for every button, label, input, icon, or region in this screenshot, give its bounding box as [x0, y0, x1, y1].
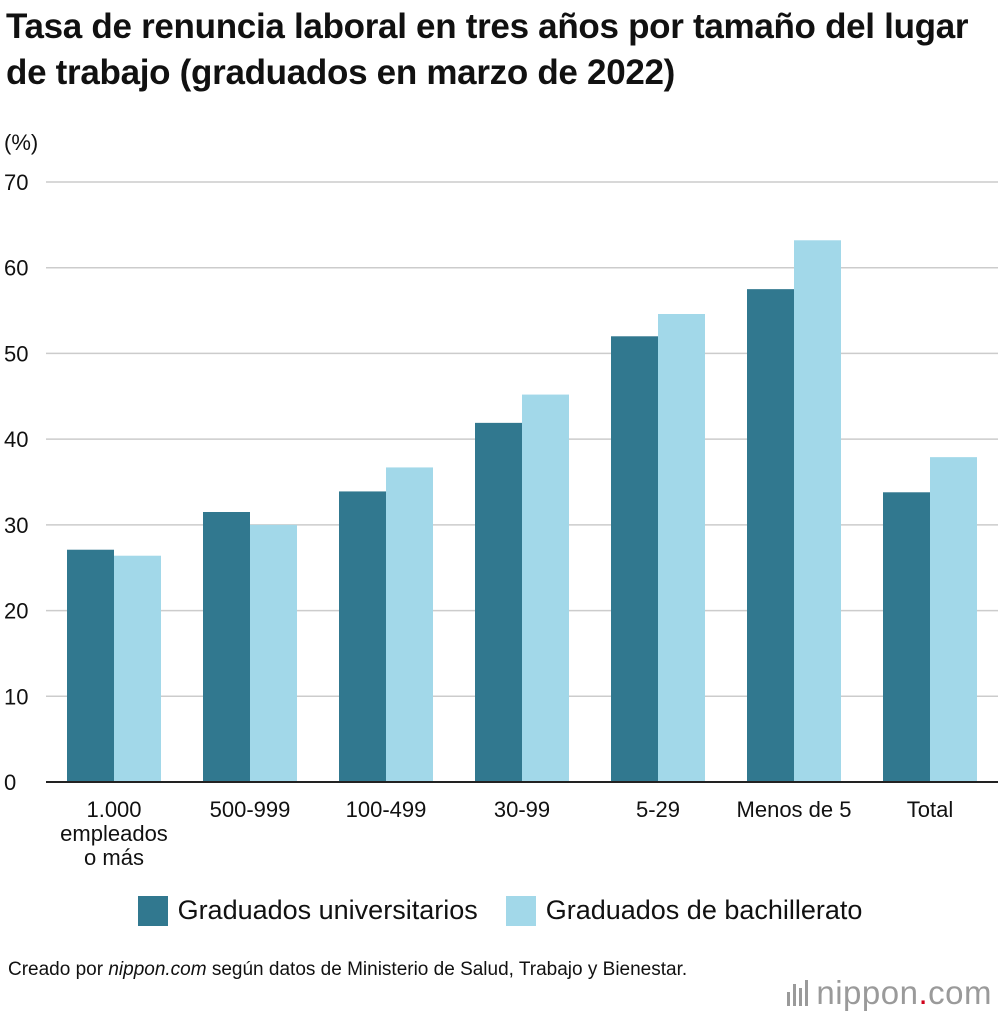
y-tick-label: 60	[4, 256, 28, 281]
source-suffix: según datos de Ministerio de Salud, Trab…	[206, 959, 688, 980]
x-tick-label: 1.000 empleados o más	[60, 797, 168, 870]
nippon-logo: nippon.com	[787, 974, 992, 1012]
legend-label-highschool: Graduados de bachillerato	[545, 895, 863, 925]
y-tick-label: 30	[4, 513, 28, 538]
source-site: nippon.com	[108, 959, 207, 980]
y-tick-label: 0	[4, 770, 16, 795]
bar-university-1	[203, 512, 250, 782]
bar-university-5	[747, 289, 794, 782]
source-prefix: Creado por	[8, 959, 109, 980]
bar-highschool-4	[658, 314, 705, 782]
x-tick-label: Total	[907, 797, 953, 822]
legend-item-university: Graduados universitarios	[137, 895, 478, 926]
x-axis-labels: 1.000 empleados o más 500-999 100-499 30-99 5-…	[60, 797, 953, 870]
legend: Graduados universitarios Graduados de ba…	[0, 895, 1000, 926]
chart-title: Tasa de renuncia laboral en tres años po…	[6, 7, 969, 92]
y-tick-label: 50	[4, 341, 28, 366]
bars	[67, 240, 977, 783]
legend-swatch-highschool	[505, 895, 536, 926]
y-axis-unit-label: (%)	[4, 130, 38, 155]
bar-highschool-1	[250, 524, 297, 782]
y-tick-label: 20	[4, 599, 28, 624]
x-tick-label: 100-499	[346, 797, 427, 822]
logo-wordmark: nippon.com	[816, 974, 992, 1011]
y-tick-label: 40	[4, 427, 28, 452]
bar-university-4	[611, 336, 658, 782]
x-tick-label: 30-99	[494, 797, 550, 822]
source-note: Creado por nippon.com según datos de Min…	[8, 956, 778, 984]
bar-chart: (%) 0 10 20 30 40 50 60 70 1.000 empleados o más 5…	[4, 130, 998, 870]
bar-university-2	[339, 491, 386, 782]
x-tick-label: Menos de 5	[737, 797, 852, 822]
legend-item-highschool: Graduados de bachillerato	[505, 895, 863, 926]
y-axis-ticks: 0 10 20 30 40 50 60 70	[4, 170, 28, 795]
logo-bars-icon	[787, 980, 809, 1006]
y-tick-label: 70	[4, 170, 28, 195]
bar-highschool-3	[522, 394, 569, 782]
x-tick-label: 500-999	[210, 797, 291, 822]
legend-label-university: Graduados universitarios	[177, 895, 478, 925]
bar-highschool-0	[114, 555, 161, 782]
bar-highschool-2	[386, 467, 433, 782]
bar-highschool-5	[794, 240, 841, 783]
bar-university-0	[67, 549, 114, 782]
bar-university-3	[475, 422, 522, 782]
bar-highschool-6	[930, 457, 977, 782]
legend-swatch-university	[137, 895, 168, 926]
bar-university-6	[883, 492, 930, 782]
y-tick-label: 10	[4, 684, 28, 709]
x-tick-label: 5-29	[636, 797, 680, 822]
